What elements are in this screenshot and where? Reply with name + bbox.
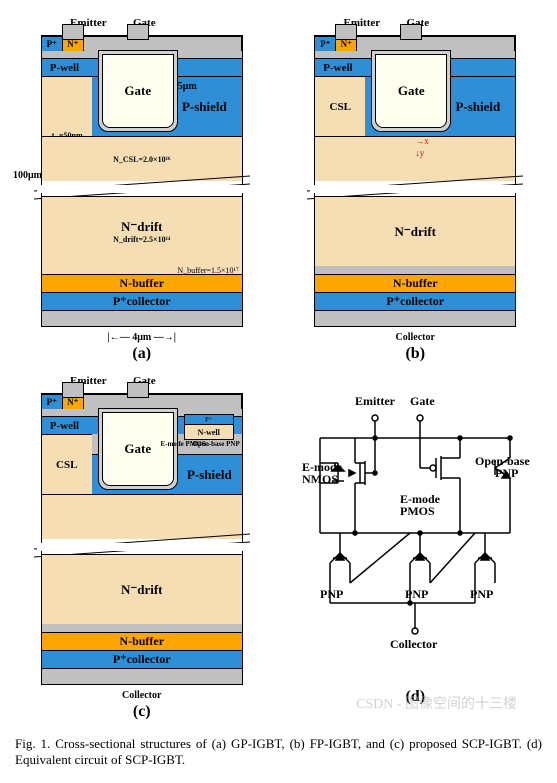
nbuffer-layer: N-buffer [42,632,242,650]
panel-b: Emitter Gate P⁺ N⁺ P-well P-shield CSL G… [289,15,543,363]
sublabel-c: (c) [15,703,269,721]
drift-upper: N_CSL=2.0×10¹⁶ [42,136,242,181]
emitter-terminal [62,24,84,40]
svg-text:NMOS: NMOS [302,472,338,486]
bottom-metal [315,310,515,320]
drift-lower: N⁻drift [315,196,515,266]
pcollector-layer: P⁺collector [315,292,515,310]
svg-text:PMOS: PMOS [400,504,435,518]
drift-lower: N⁻drift N_drift=2.5×10¹⁴ [42,196,242,266]
panel-d: Emitter Gate [289,373,543,721]
device-c: P⁺ N⁺ P-well P-shield CSL Gate P⁺ N-well… [41,393,243,685]
axis-y: ↓y [415,148,424,158]
gate-terminal [127,382,149,398]
p-plus-region: P⁺ [42,394,63,409]
nwell-box: N-well [184,424,234,440]
panel-a: Emitter Gate 100μm P⁺ N⁺ P-well P-shield… [15,15,269,363]
csl-region [42,76,92,137]
p-plus-region: P⁺ [42,36,63,51]
gate-box: Gate [102,412,174,486]
svg-text:PNP: PNP [405,587,428,601]
figure-caption: Fig. 1. Cross-sectional structures of (a… [15,736,542,768]
gate-box: Gate [102,54,174,128]
csl-region: CSL [315,76,365,137]
openbase-pnp-label: Open-base PNP [193,440,240,448]
sublabel-a: (a) [15,345,269,363]
ndrift-label: N⁻drift [121,582,163,598]
drift-lower: N⁻drift [42,554,242,624]
watermark: CSDN - 图像空间的十三楼 [356,693,517,713]
pcollector-layer: P⁺collector [42,292,242,310]
collector-text: Collector [390,637,438,651]
ncsl-doping: N_CSL=2.0×10¹⁶ [113,155,170,164]
ndrift-label: N⁻drift [394,224,436,240]
emitter-text: Emitter [355,394,396,408]
gate-text: Gate [410,394,435,408]
axis-x: →x [415,136,429,146]
width-dim: |←— 4μm —→| [15,332,269,343]
device-a: P⁺ N⁺ P-well P-shield Gate 1.5μm tₒₓ=50n… [41,35,243,327]
nbuffer-doping: N_buffer=1.5×10¹⁷ [42,266,242,274]
panel-c: Emitter Gate P⁺ N⁺ P-well P-shield CSL G… [15,373,269,721]
bottom-metal [42,310,242,320]
device-b: P⁺ N⁺ P-well P-shield CSL Gate →x ↓y N⁻d… [314,35,516,327]
bottom-metal [42,668,242,678]
collector-label: Collector [15,690,269,701]
emitter-terminal [62,382,84,398]
nbuffer-layer: N-buffer [42,274,242,292]
gate-terminal [400,24,422,40]
break-gap [315,181,515,196]
pcollector-layer: P⁺collector [42,650,242,668]
gate-box: Gate [375,54,447,128]
nbuffer-layer: N-buffer [315,274,515,292]
svg-text:PNP: PNP [320,587,343,601]
emitter-terminal [335,24,357,40]
sublabel-b: (b) [289,345,543,363]
svg-text:PNP: PNP [470,587,493,601]
height-dim: 100μm [13,170,42,181]
equivalent-circuit: Emitter Gate [300,393,530,683]
drift-upper [42,494,242,539]
svg-text:PNP: PNP [495,466,518,480]
ndrift-label: N⁻drift [121,219,163,235]
break-gap [42,181,242,196]
break-gap [42,539,242,554]
p-plus-region: P⁺ [315,36,336,51]
ndrift-doping: N_drift=2.5×10¹⁴ [113,235,170,244]
csl-region: CSL [42,434,92,495]
collector-label: Collector [289,332,543,343]
gate-terminal [127,24,149,40]
